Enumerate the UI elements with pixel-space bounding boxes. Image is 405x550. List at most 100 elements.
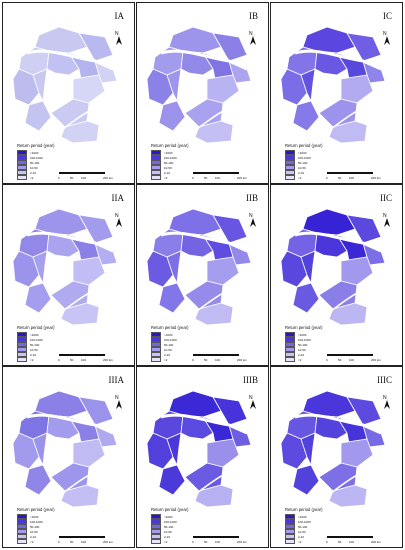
map-region: [340, 74, 374, 104]
qiantang-river: [56, 286, 106, 316]
map-region: [72, 256, 106, 286]
panel-title: IIIC: [377, 375, 392, 385]
legend-item: <2: [151, 538, 211, 545]
legend-label: 100-1000: [30, 519, 43, 524]
region-map: [146, 390, 252, 508]
legend-label: 100-1000: [30, 337, 43, 342]
scale-tick: 0: [192, 358, 194, 362]
map-region: [212, 32, 248, 62]
map-region: [60, 302, 100, 326]
scale-tick: 200 km: [237, 176, 247, 180]
legend-swatch: [285, 356, 295, 363]
legend-label: 50-100: [30, 160, 40, 165]
legend-label: <2: [30, 175, 34, 180]
lake-taihu: [45, 441, 73, 463]
region-map: [280, 26, 386, 144]
qiantang-river: [324, 104, 374, 134]
legend-label: <2: [164, 539, 168, 544]
north-label: N: [115, 31, 119, 37]
legend-swatch: [17, 174, 27, 181]
lake-taihu: [313, 259, 341, 281]
map-region: [166, 432, 182, 467]
scale-tick: 200 km: [371, 176, 381, 180]
legend-item: <2: [17, 538, 77, 545]
north-arrow-icon: N: [382, 213, 392, 229]
north-label: N: [249, 395, 253, 401]
legend: Return period (year) >1000 100-1000 50-100…: [17, 325, 77, 363]
map-region: [60, 120, 100, 144]
legend-label: >1000: [298, 150, 307, 155]
scale-tick: 200 km: [371, 358, 381, 362]
scale-tick: 200 km: [103, 540, 113, 544]
legend: Return period (year) >1000 100-1000 50-100…: [17, 507, 77, 545]
legend-item: <2: [151, 174, 211, 181]
legend-label: <2: [30, 539, 34, 544]
scale-tick: 100: [81, 358, 87, 362]
north-arrow-icon: N: [382, 31, 392, 47]
lake-taihu: [313, 441, 341, 463]
north-label: N: [115, 395, 119, 401]
map-panel-iia: IIA N Return period (year) >1000 100-1000…: [2, 184, 135, 366]
legend-title: Return period (year): [151, 325, 189, 330]
legend-label: 10-50: [298, 165, 306, 170]
map-region: [212, 214, 248, 244]
legend-swatch: [17, 538, 27, 545]
legend-swatch: [285, 538, 295, 545]
map-panel-iiic: IIIC N Return period (year) >1000 100-100…: [270, 366, 403, 548]
scale-tick: 100: [215, 176, 221, 180]
lake-taihu: [179, 259, 207, 281]
map-region: [78, 214, 114, 244]
legend-label: 2-10: [30, 534, 37, 539]
legend-label: <2: [30, 357, 34, 362]
qiantang-river: [324, 468, 374, 498]
map-region: [166, 68, 182, 103]
map-region: [194, 302, 234, 326]
legend-label: 10-50: [164, 165, 172, 170]
scale-tick: 50: [338, 358, 342, 362]
panel-title: IIIB: [243, 375, 258, 385]
scale-tick: 0: [326, 540, 328, 544]
scale-tick: 200 km: [237, 358, 247, 362]
legend-title: Return period (year): [151, 507, 189, 512]
legend-item: <2: [17, 174, 77, 181]
legend-label: 100-1000: [298, 519, 311, 524]
legend-label: 2-10: [298, 170, 305, 175]
yangtze-river: [26, 49, 114, 71]
legend-title: Return period (year): [17, 507, 55, 512]
scale-tick: 0: [326, 358, 328, 362]
map-region: [24, 100, 52, 132]
legend-label: 100-1000: [164, 155, 177, 160]
qiantang-river: [190, 104, 240, 134]
map-panel-ia: IA N Return period (year) >1000 100-1000 5…: [2, 2, 135, 184]
map-region: [346, 32, 382, 62]
legend-label: >1000: [30, 514, 39, 519]
scale-tick: 100: [349, 176, 355, 180]
legend: Return period (year) >1000 100-1000 50-100…: [151, 143, 211, 181]
scale-tick: 50: [338, 176, 342, 180]
legend-swatch: [17, 356, 27, 363]
scale-tick: 100: [349, 358, 355, 362]
map-panel-iib: IIB N Return period (year) >1000 100-1000…: [136, 184, 269, 366]
legend-swatch: [151, 174, 161, 181]
scale-bar: 0 50 100 200 km: [192, 534, 253, 544]
lake-taihu: [179, 77, 207, 99]
north-label: N: [383, 31, 387, 37]
legend-label: 10-50: [298, 529, 306, 534]
scale-bar: 0 50 100 200 km: [58, 352, 119, 362]
north-label: N: [383, 213, 387, 219]
qiantang-river: [56, 104, 106, 134]
map-region: [206, 74, 240, 104]
legend-label: 50-100: [298, 342, 308, 347]
lake-taihu: [45, 259, 73, 281]
qiantang-river: [190, 286, 240, 316]
legend-label: 100-1000: [298, 337, 311, 342]
legend-title: Return period (year): [17, 325, 55, 330]
scale-tick: 50: [70, 540, 74, 544]
legend-label: <2: [164, 175, 168, 180]
legend-label: <2: [298, 357, 302, 362]
map-panel-ib: IB N Return period (year) >1000 100-1000 5…: [136, 2, 269, 184]
legend-label: 50-100: [30, 524, 40, 529]
map-region: [292, 464, 320, 496]
legend-label: 2-10: [164, 170, 171, 175]
